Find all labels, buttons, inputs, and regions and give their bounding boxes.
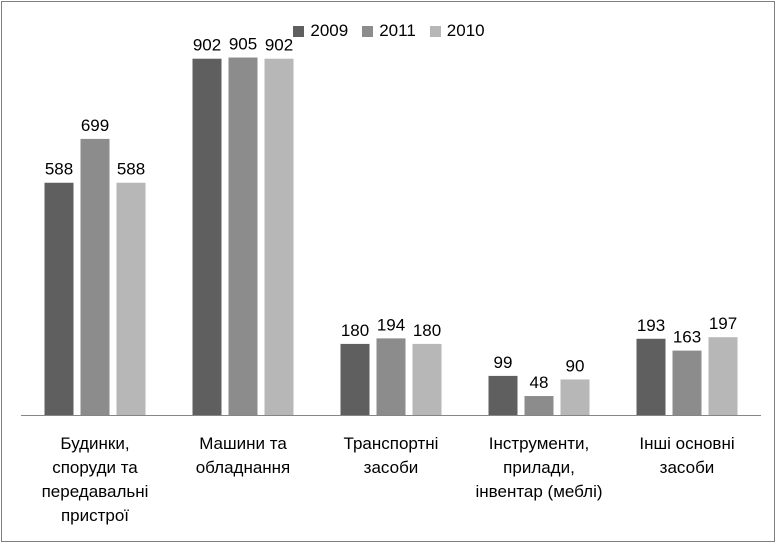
- category-label-0-line-1: споруди та: [52, 458, 138, 477]
- bar-2011-cat1: [228, 57, 258, 416]
- category-label-3-line-1: прилади,: [503, 458, 575, 477]
- legend-item-2011: 2011: [362, 21, 416, 41]
- legend-label-2009: 2009: [310, 21, 349, 40]
- data-label-2009-cat4: 193: [637, 316, 665, 335]
- data-label-2009-cat2: 180: [341, 321, 369, 340]
- category-label-1-line-0: Машини та: [199, 434, 287, 453]
- category-label-2-line-0: Транспортні: [344, 434, 439, 453]
- category-label-4-line-1: засоби: [660, 458, 715, 477]
- data-label-2009-cat3: 99: [494, 353, 513, 372]
- bar-2010-cat3: [560, 379, 590, 415]
- category-label-3: Інструменти, прилади, інвентар (меблі): [475, 434, 602, 501]
- bar-2011-cat4: [672, 350, 702, 415]
- legend-item-2009: 2009: [293, 21, 348, 41]
- category-label-1-line-1: обладнання: [196, 458, 291, 477]
- bar-2009-cat1: [192, 58, 222, 416]
- data-label-2010-cat4: 197: [709, 314, 737, 333]
- bar-2010-cat1: [264, 58, 294, 416]
- bar-2009-cat0: [44, 182, 74, 415]
- chart-legend: 2009 2011 2010: [0, 20, 778, 42]
- category-label-4-line-0: Інші основні: [639, 434, 734, 453]
- legend-item-2010: 2010: [429, 21, 485, 41]
- bar-2011-cat2: [376, 338, 406, 415]
- data-label-2010-cat2: 180: [413, 321, 441, 340]
- data-label-2011-cat1: 905: [229, 35, 257, 54]
- data-label-2010-cat0: 588: [117, 160, 145, 179]
- category-label-0-line-2: передавальні: [42, 482, 149, 501]
- bar-2011-cat0: [80, 138, 110, 415]
- category-label-1: Машини та обладнання: [196, 434, 291, 477]
- category-label-0: Будинки, споруди та передавальні пристрої: [42, 434, 149, 525]
- bar-2009-cat2: [340, 343, 370, 415]
- category-label-0-line-3: пристрої: [61, 506, 129, 525]
- legend-swatch-2011: [362, 25, 374, 37]
- category-label-2: Транспортні засоби: [344, 434, 439, 477]
- legend-label-2011: 2011: [379, 21, 416, 40]
- data-label-2010-cat1: 902: [265, 36, 293, 55]
- bar-2010-cat4: [708, 337, 738, 415]
- bar-2009-cat3: [488, 375, 518, 415]
- category-label-2-line-1: засоби: [364, 458, 419, 477]
- category-label-3-line-2: інвентар (меблі): [475, 482, 602, 501]
- data-label-2011-cat2: 194: [377, 315, 405, 334]
- legend-label-2010: 2010: [446, 21, 485, 40]
- category-label-0-line-0: Будинки,: [60, 434, 129, 453]
- bar-2010-cat0: [116, 182, 146, 415]
- data-label-2009-cat0: 588: [45, 160, 73, 179]
- data-label-2011-cat3: 48: [530, 373, 549, 392]
- data-label-2011-cat4: 163: [673, 328, 701, 347]
- legend-swatch-2010: [429, 25, 441, 37]
- bar-2009-cat4: [636, 338, 666, 415]
- data-label-2010-cat3: 90: [566, 356, 585, 375]
- legend-swatch-2009: [293, 25, 305, 37]
- category-label-4: Інші основні засоби: [639, 434, 734, 477]
- bar-2010-cat2: [412, 343, 442, 415]
- bar-2011-cat3: [524, 396, 554, 415]
- data-label-2009-cat1: 902: [193, 36, 221, 55]
- data-label-2011-cat0: 699: [81, 116, 109, 135]
- category-label-3-line-0: Інструменти,: [489, 434, 590, 453]
